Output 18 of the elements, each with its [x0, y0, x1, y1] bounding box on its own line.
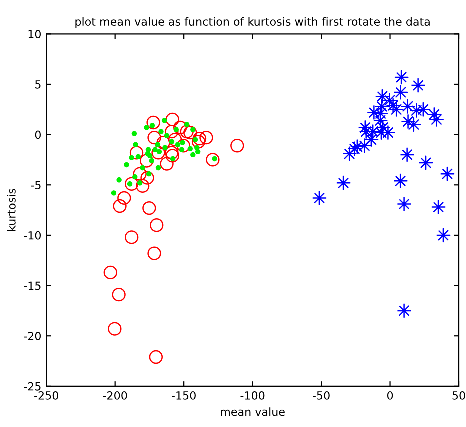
x-tick-label: -250 — [34, 391, 58, 400]
y-tick-label: -15 — [24, 282, 41, 290]
x-tick-label: -150 — [172, 391, 196, 400]
x-tick-label: -50 — [313, 391, 330, 400]
y-tick-label: 0 — [35, 130, 41, 140]
y-tick-label: -25 — [24, 382, 41, 391]
y-tick-label: -5 — [31, 181, 41, 190]
y-tick-label: 10 — [28, 30, 41, 39]
x-tick-label: 50 — [452, 391, 466, 400]
y-axis-title: kurtosis — [7, 189, 16, 232]
y-tick-label: 5 — [36, 80, 41, 89]
y-tick-label: -10 — [24, 231, 41, 240]
x-axis-title: mean value — [221, 408, 285, 416]
x-tick-label: -100 — [240, 391, 265, 400]
x-tick-label: -200 — [103, 391, 128, 400]
chart-title: plot mean value as function of kurtosis with first rotate the data — [76, 17, 430, 28]
y-tick-label: -20 — [24, 332, 41, 340]
x-tick-label: 0 — [387, 391, 394, 400]
